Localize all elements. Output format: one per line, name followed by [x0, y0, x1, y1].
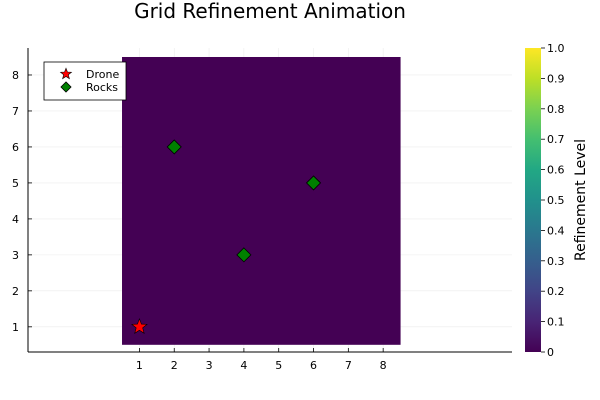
data-points: [131, 139, 322, 334]
x-tick-label: 3: [206, 359, 213, 372]
y-tick-label: 3: [12, 249, 19, 262]
y-tick-label: 7: [12, 105, 19, 118]
y-tick-label: 1: [12, 321, 19, 334]
x-tick-label: 8: [380, 359, 387, 372]
axes: [27, 48, 512, 353]
colorbar-tick-label: 0.9: [547, 72, 565, 85]
colorbar-tick-label: 0.5: [547, 194, 565, 207]
chart-title: Grid Refinement Animation: [134, 0, 406, 23]
x-tick-label: 2: [171, 359, 178, 372]
legend-marker-rocks: [60, 81, 72, 93]
legend-marker-drone: [59, 67, 73, 80]
legend-box: [43, 61, 127, 101]
legend-label-rocks: Rocks: [86, 81, 118, 94]
y-tick-label: 6: [12, 141, 19, 154]
heatmap-cell: [122, 56, 401, 345]
colorbar-tick-label: 0.1: [547, 316, 565, 329]
x-tick-label: 6: [310, 359, 317, 372]
y-tick-label: 2: [12, 285, 19, 298]
colorbar-tick-label: 0.3: [547, 255, 565, 268]
y-tick-label: 4: [12, 213, 19, 226]
colorbar-tick-label: 1.0: [547, 42, 565, 55]
colorbar-tick-label: 0.2: [547, 285, 565, 298]
rocks-point: [166, 139, 182, 155]
colorbar-tick-label: 0: [547, 346, 554, 359]
x-tick-label: 4: [240, 359, 247, 372]
x-tick-label: 1: [136, 359, 143, 372]
x-tick-label: 7: [345, 359, 352, 372]
legend-label-drone: Drone: [86, 68, 119, 81]
colorbar-gradient: [525, 48, 541, 352]
colorbar-tick-label: 0.8: [547, 103, 565, 116]
y-tick-label: 8: [12, 69, 19, 82]
x-tick-label: 5: [275, 359, 282, 372]
rocks-point: [305, 175, 322, 191]
y-tick-label: 5: [12, 177, 19, 190]
colorbar: 0 0.1 0.2 0.3 0.4 0.5 0.6 0.7 0.8 0.9 1.0 Refineme…: [525, 42, 589, 359]
drone-point: [131, 317, 148, 334]
rocks-point: [236, 247, 252, 263]
colorbar-tick-label: 0.7: [547, 133, 565, 146]
colorbar-tick-label: 0.6: [547, 164, 565, 177]
y-ticks: 1 2 3 4 5 6 7 8: [12, 69, 32, 334]
colorbar-label: Refinement Level: [573, 139, 589, 261]
colorbar-tick-label: 0.4: [547, 224, 565, 237]
x-ticks: 1 2 3 4 5 6 7 8: [136, 348, 387, 372]
